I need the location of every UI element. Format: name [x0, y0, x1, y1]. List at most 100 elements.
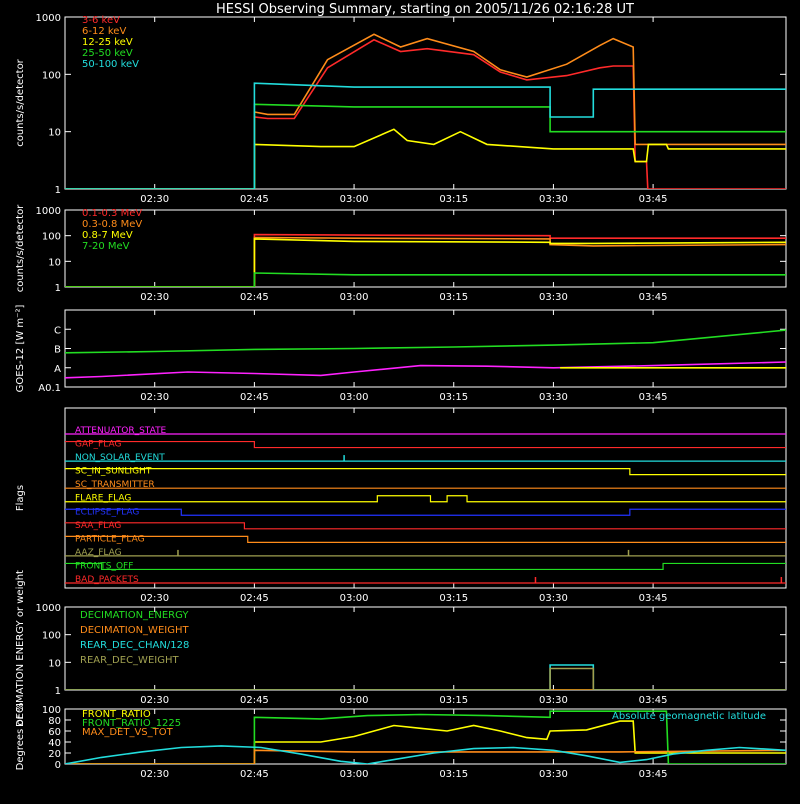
latitude-annotation: Absolute geomagnetic latitude: [612, 711, 766, 722]
x-tick-label: 03:15: [439, 392, 468, 403]
y-tick-label: 1000: [36, 206, 61, 217]
flag-trace: [65, 562, 786, 571]
legend-entry: FRONT_RATIO_1225: [82, 718, 181, 729]
series-line: [65, 745, 786, 764]
flag-row: PARTICLE_FLAG: [65, 534, 786, 544]
legend-entry: DECIMATION_WEIGHT: [80, 625, 189, 636]
series-line: [65, 720, 786, 764]
flag-label: PARTICLE_FLAG: [75, 534, 145, 544]
series-line: [65, 329, 786, 354]
x-tick-label: 03:30: [539, 695, 568, 706]
x-tick-label: 02:30: [140, 292, 169, 303]
flag-label: SAA_FLAG: [75, 521, 121, 531]
y-tick-label: 100: [42, 631, 61, 642]
x-tick-label: 02:30: [140, 593, 169, 604]
flag-trace: [65, 508, 786, 516]
x-tick-label: 03:45: [639, 392, 668, 403]
y-tick-label: 100: [42, 70, 61, 81]
y-tick-label: 0: [55, 760, 61, 771]
legend-entry: 50-100 keV: [82, 59, 139, 70]
y-tick-label: C: [54, 325, 61, 336]
x-tick-label: 03:15: [439, 593, 468, 604]
y-tick-label: 1: [55, 283, 61, 294]
y-tick-label: A0.1: [38, 383, 61, 394]
y-tick-label: 10: [48, 658, 61, 669]
panel-6: 02:30 02:45 03:00 03:15 03:30 03:45 Degrees or…: [15, 703, 787, 780]
legend-entry: 0.8-7 MeV: [82, 230, 133, 241]
y-axis-label: counts/s/detector: [15, 58, 26, 146]
flag-label: ECLIPSE_FLAG: [75, 507, 139, 517]
x-tick-label: 02:45: [240, 769, 269, 780]
panel-frame: [64, 407, 787, 589]
legend-entry: 0.1-0.3 MeV: [82, 208, 142, 219]
x-tick-label: 02:45: [240, 593, 269, 604]
panel-2: 02:30 02:45 03:00 03:15 03:30 03:45 counts/s/d…: [15, 204, 787, 303]
legend-entry: FRONT_RATIO: [82, 709, 151, 720]
x-tick-label: 02:30: [140, 695, 169, 706]
x-tick-label: 03:00: [340, 194, 369, 205]
y-tick-label: 80: [48, 716, 61, 727]
flag-row: SAA_FLAG: [65, 521, 786, 531]
x-tick-label: 03:45: [639, 292, 668, 303]
x-tick-label: 02:45: [240, 695, 269, 706]
panel-frame: [64, 708, 787, 765]
flag-label: SC_IN_SUNLIGHT: [75, 467, 152, 477]
legend-entry: 12-25 keV: [82, 37, 133, 48]
series-group: [65, 33, 786, 189]
x-tick-label: 03:45: [639, 695, 668, 706]
legend-entry: 3-6 keV: [82, 15, 120, 26]
x-tick-label: 03:45: [639, 769, 668, 780]
x-tick-label: 02:45: [240, 194, 269, 205]
flag-row: FLARE_FLAG: [65, 494, 786, 504]
x-tick-label: 03:15: [439, 695, 468, 706]
legend-entry: REAR_DEC_CHAN/128: [80, 640, 189, 651]
flag-row: AAZ_FLAG: [65, 548, 786, 558]
flag-row: SC_TRANSMITTER: [65, 480, 786, 490]
chart-title: HESSI Observing Summary, starting on 200…: [216, 2, 634, 17]
x-tick-label: 02:30: [140, 194, 169, 205]
flag-label: SC_TRANSMITTER: [75, 480, 155, 490]
flag-trace: [65, 440, 786, 449]
y-tick-label: 100: [42, 705, 61, 716]
y-tick-label: 20: [48, 749, 61, 760]
flag-row: BAD_PACKETS: [65, 575, 786, 585]
panel-4: 02:30 02:45 03:00 03:15 03:30 03:45 Flags ATTEN…: [15, 407, 787, 604]
flag-row: ECLIPSE_FLAG: [65, 507, 786, 517]
legend-entry: 6-12 keV: [82, 26, 126, 37]
x-tick-label: 03:30: [539, 194, 568, 205]
x-tick-label: 03:30: [539, 769, 568, 780]
series-line: [65, 272, 786, 287]
y-tick-label: 100: [42, 232, 61, 243]
legend-entry: 0.3-0.8 MeV: [82, 219, 142, 230]
panel-frame: [64, 209, 787, 288]
legend-entry: MAX_DET_VS_TOT: [82, 727, 174, 738]
x-tick-label: 03:45: [639, 194, 668, 205]
y-tick-label: 1000: [36, 603, 61, 614]
series-line: [65, 667, 786, 690]
flag-label: FRONTS_OFF: [75, 561, 133, 571]
x-tick-label: 02:30: [140, 769, 169, 780]
series-group: [65, 664, 786, 690]
flag-trace: [65, 535, 786, 543]
y-tick-label: 10: [48, 257, 61, 268]
x-tick-label: 03:45: [639, 593, 668, 604]
series-group: [65, 233, 786, 287]
x-tick-label: 03:00: [340, 593, 369, 604]
y-axis-label: DECIMATION ENERGY or weight: [15, 570, 26, 727]
x-tick-label: 02:45: [240, 392, 269, 403]
flag-label: AAZ_FLAG: [75, 548, 122, 558]
series-line: [65, 82, 786, 189]
flag-label: NON_SOLAR_EVENT: [75, 453, 165, 463]
series-line: [65, 664, 786, 690]
panel-1: 02:30 02:45 03:00 03:15 03:30 03:45 counts/s/d…: [15, 13, 787, 205]
legend-entry: DECIMATION_ENERGY: [80, 610, 189, 621]
y-axis-label: GOES-12 [W m⁻²]: [15, 305, 26, 393]
y-tick-label: 1: [55, 185, 61, 196]
flag-trace: [65, 468, 786, 476]
flag-trace: [65, 495, 786, 503]
y-tick-label: 60: [48, 727, 61, 738]
y-axis-label: counts/s/detector: [15, 204, 26, 292]
x-tick-label: 03:00: [340, 769, 369, 780]
legend-entry: REAR_DEC_WEIGHT: [80, 655, 179, 666]
flag-label: GAP_FLAG: [75, 440, 121, 450]
